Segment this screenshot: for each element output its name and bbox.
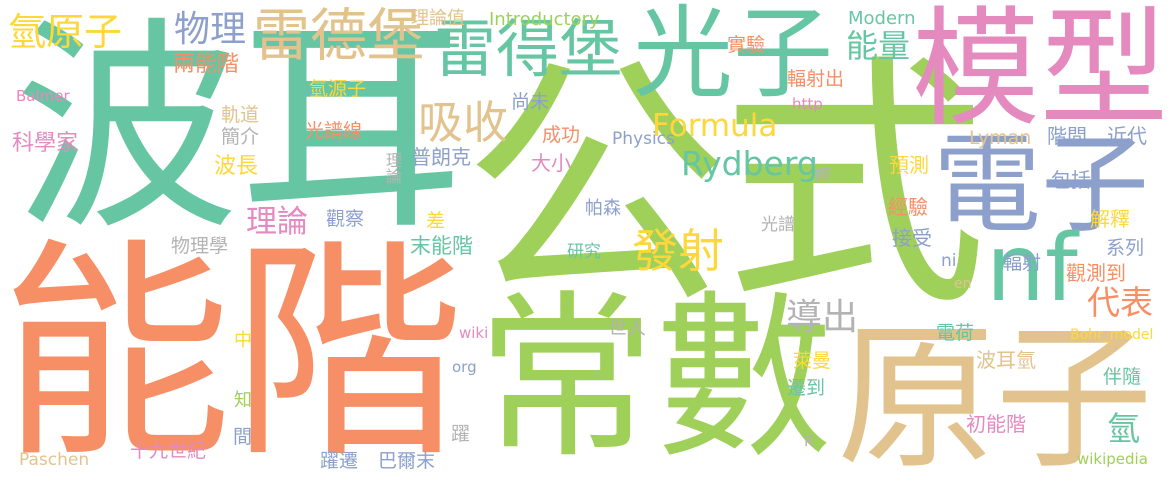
word-zhi: 知 — [231, 390, 252, 408]
word-cha: 差 — [426, 210, 446, 232]
word-http: http — [792, 95, 823, 113]
word-shiren: 世人 — [608, 317, 647, 339]
word-shangwei: 尚未 — [511, 91, 550, 113]
word-kexuejia: 科學家 — [12, 131, 79, 156]
word-jingyan: 經驗 — [888, 195, 928, 219]
word-zhong: 中 — [231, 330, 252, 348]
word-jieshi: 解釋 — [1090, 207, 1130, 231]
word-ni: ni — [941, 251, 957, 271]
word-jieshou: 接受 — [892, 226, 932, 250]
word-en: en — [954, 276, 972, 292]
word-changshu: 常數 — [477, 275, 833, 482]
word-chenggong: 成功 — [542, 124, 581, 146]
word-lilun-v: 理論 — [383, 152, 402, 184]
word-r: R — [804, 432, 815, 450]
word-introductory: Introductory — [489, 9, 600, 30]
word-jiejian: 階間 — [1047, 124, 1087, 148]
word-leidebao-2: 雷德堡 — [253, 3, 424, 69]
word-jian: 間 — [233, 426, 253, 448]
word-daxiao: 大小 — [531, 151, 571, 175]
word-modern: Modern — [848, 8, 916, 29]
word-pulangke: 普朗克 — [411, 145, 471, 169]
word-chunengjie: 初能階 — [966, 412, 1026, 436]
word-bo-er: 波耳 — [14, 0, 464, 261]
word-yao: 躍 — [451, 423, 471, 445]
word-dianhe: 電荷 — [936, 322, 975, 344]
word-wiki: wiki — [459, 324, 489, 342]
word-yuce: 預測 — [889, 153, 929, 177]
word-xishou: 吸收 — [418, 96, 509, 149]
word-monengjie: 末能階 — [410, 234, 473, 258]
word-moxing: 模型 — [912, 0, 1169, 144]
word-guancha: 觀察 — [326, 208, 365, 230]
word-lilunzhi: 理論值 — [411, 8, 465, 29]
word-paschen: Paschen — [19, 450, 90, 470]
word-yanjiu: 研究 — [567, 242, 601, 262]
word-org: org — [452, 358, 477, 376]
word-jindai: 近代 — [1107, 124, 1147, 148]
word-banshui: 伴隨 — [1103, 366, 1142, 388]
word-dianzi: 電子 — [933, 123, 1150, 248]
word-faseh: 發射 — [632, 224, 724, 278]
word-balmer: Balmer — [16, 87, 70, 105]
word-zhidao: 軌道 — [221, 104, 260, 126]
word-bochang: 波長 — [214, 154, 259, 179]
word-baermo: 巴爾末 — [378, 450, 436, 472]
word-laiman: 萊曼 — [793, 350, 832, 372]
word-yuanzi: 原子 — [837, 307, 1153, 482]
word-qingyuanzi: 氫原子 — [8, 10, 123, 54]
word-daochu: 導出 — [786, 297, 859, 338]
word-shiyan: 實驗 — [727, 34, 766, 56]
word-qing: 氫 — [1107, 409, 1140, 448]
word-wikipedia: wikipedia — [1077, 450, 1148, 468]
word-leidebao-1: 雷得堡 — [433, 13, 622, 86]
word-nf: nf — [986, 214, 1078, 322]
word-baokuo: 包括 — [1051, 168, 1091, 192]
word-wuli: 物理 — [174, 9, 247, 50]
word-pasen: 帕森 — [585, 198, 621, 219]
word-yi: 譯 — [815, 166, 831, 184]
word-guangpuxian: 光譜線 — [305, 120, 363, 142]
word-lyman: Lyman — [969, 127, 1032, 149]
word-fushechu: 輻射出 — [787, 68, 845, 90]
word-physics: Physics — [612, 129, 675, 149]
word-bohrmodel: Bohr_model — [1070, 327, 1154, 343]
word-wulixue: 物理學 — [171, 235, 229, 257]
word-nengjie: 能階 — [0, 219, 465, 482]
word-qiandao: 遷到 — [787, 377, 826, 399]
word-nengliang: 能量 — [846, 27, 911, 65]
word-rydberg: Rydberg — [681, 144, 818, 183]
word-lilun: 理論 — [246, 204, 308, 240]
word-qingyuanzi2: 氫源子 — [309, 78, 367, 100]
word-guangpu: 光譜 — [761, 215, 795, 235]
word-yuejian: 躍遷 — [320, 450, 359, 472]
word-formula: Formula — [652, 108, 778, 144]
word-lianengjie: 兩能階 — [173, 52, 240, 77]
word-gongshi: 公式 — [463, 33, 987, 341]
word-xilie: 系列 — [1106, 237, 1145, 259]
word-boerqing: 波耳氫 — [976, 348, 1036, 372]
word-fushe: 輻射 — [1003, 252, 1042, 274]
word-shijiushiji: 十九世紀 — [130, 440, 207, 462]
word-jianjie: 簡介 — [221, 126, 260, 148]
word-guangzi: 光子 — [633, 0, 833, 112]
word-guancedao: 觀測到 — [1066, 261, 1126, 285]
word-daibiao: 代表 — [1087, 283, 1153, 322]
